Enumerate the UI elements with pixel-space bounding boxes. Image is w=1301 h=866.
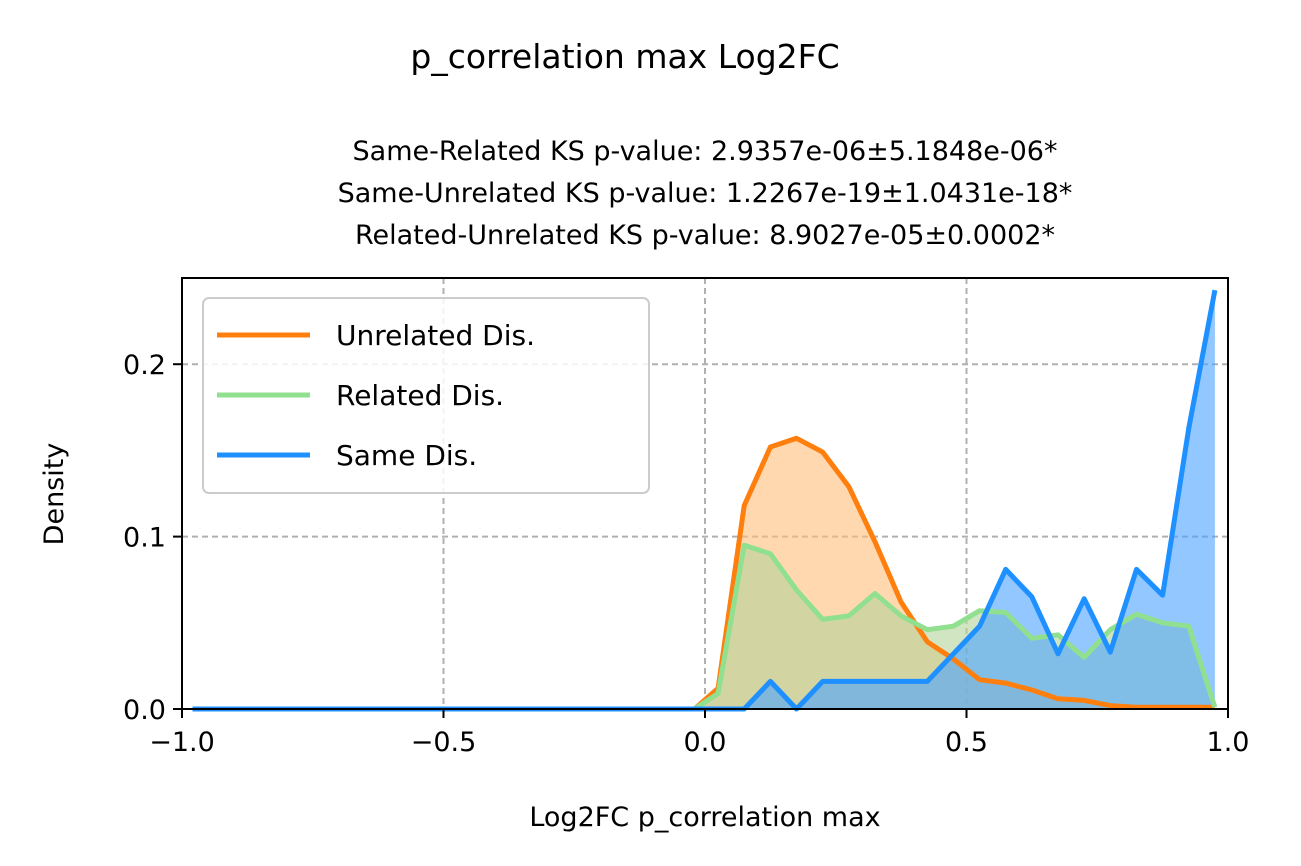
x-tick-label: −0.5 (411, 727, 477, 758)
legend-label-related: Related Dis. (336, 379, 504, 412)
chart-suptitle: p_correlation max Log2FC (410, 37, 839, 76)
x-axis-label: Log2FC p_correlation max (529, 802, 880, 833)
legend: Unrelated Dis. Related Dis. Same Dis. (202, 297, 650, 494)
area-same (192, 290, 1215, 709)
x-tick-label: −1.0 (149, 727, 215, 758)
y-tick-label: 0.2 (123, 350, 166, 381)
line-unrelated (192, 435, 1215, 712)
x-axis: −1.0 −0.5 0.0 0.5 1.0 (149, 709, 1249, 758)
density-fills (192, 290, 1215, 709)
y-axis-label: Density (39, 443, 70, 546)
legend-box (202, 297, 650, 494)
chart-subtitle-line2: Same-Unrelated KS p-value: 1.2267e-19±1.… (338, 178, 1073, 209)
y-axis: 0.0 0.1 0.2 (123, 350, 182, 726)
line-same (192, 289, 1218, 712)
legend-label-unrelated: Unrelated Dis. (336, 319, 535, 352)
y-tick-label: 0.1 (123, 523, 166, 554)
density-lines (192, 289, 1218, 712)
legend-label-same: Same Dis. (336, 439, 477, 472)
x-tick-label: 0.5 (945, 727, 988, 758)
x-tick-label: 1.0 (1207, 727, 1250, 758)
x-tick-label: 0.0 (684, 727, 727, 758)
chart-subtitle-line1: Same-Related KS p-value: 2.9357e-06±5.18… (353, 136, 1058, 167)
chart-subtitle-line3: Related-Unrelated KS p-value: 8.9027e-05… (355, 220, 1055, 251)
y-tick-label: 0.0 (123, 695, 166, 726)
